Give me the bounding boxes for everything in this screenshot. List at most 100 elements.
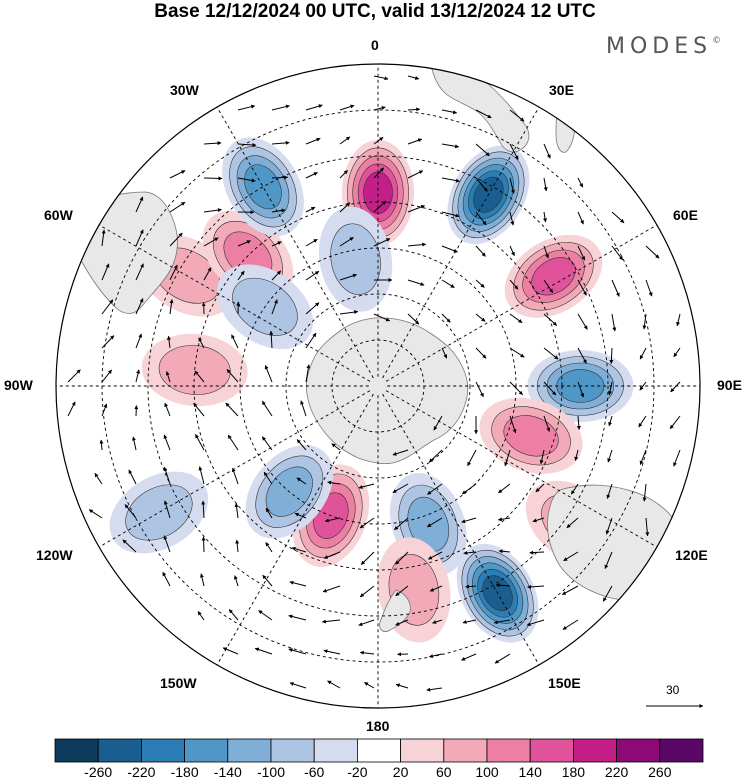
colorbar-segment [356,738,401,763]
wind-vector [198,466,205,485]
wind-vector [576,415,581,430]
wind-vector [324,517,341,523]
colorbar-segment [313,738,358,763]
wind-vector [529,550,545,555]
reference-vector-label: 30 [666,683,680,697]
wind-vector [509,109,525,122]
wind-vector [271,140,290,145]
wind-vector [288,614,307,621]
colorbar [54,738,704,763]
colorbar-segment [270,738,315,763]
wind-vector [135,196,144,213]
wind-vector [194,370,205,383]
colorbar-tick-label: 140 [518,764,542,780]
wind-vector [198,337,205,349]
wind-vector [475,109,492,119]
lon-label-150e: 150E [548,675,581,691]
wind-vector [358,619,375,627]
wind-vector [608,381,613,396]
wind-vector [339,310,359,315]
wind-vector [305,332,317,349]
wind-vector [577,177,584,188]
colorbar-tick-label: -180 [170,764,199,780]
wind-vector [193,402,205,417]
wind-vector [271,270,282,281]
wind-vector [543,347,559,360]
wind-vector [135,298,144,315]
wind-vector [639,347,647,360]
wind-vector [364,681,375,689]
colorbar-tick-label: 60 [436,764,452,780]
wind-vector [407,107,421,112]
wind-vector [611,279,620,297]
wind-vector [164,402,171,417]
anomaly-contour [531,257,576,296]
wind-vector [271,175,289,180]
lon-label-90w: 90W [4,377,33,393]
wind-vector [461,517,477,524]
colorbar-tick-label: -260 [84,764,113,780]
wind-vector [359,650,375,655]
wind-vector [441,313,451,323]
wind-vector [128,469,137,485]
meridian-line [382,393,540,666]
wind-vector [163,466,171,485]
wind-vector [475,381,484,398]
wind-vector [237,104,256,111]
wind-vector [392,449,409,456]
wind-vector [645,517,650,537]
wind-vector [254,647,273,655]
colorbar-segment [573,738,618,763]
wind-vector [392,483,409,494]
wind-vector [169,170,186,179]
wind-vector [609,347,614,364]
wind-vector [509,279,519,290]
wind-vector [321,619,341,624]
wind-vector [509,177,515,194]
wind-vector [163,500,171,519]
colorbar-tick-label: -60 [304,764,325,780]
lon-label-30w: 30W [170,82,199,98]
wind-vector [291,546,307,553]
colorbar-tick-label: 220 [604,764,629,780]
wind-vector [235,539,240,553]
wind-vector [475,347,487,359]
brand-logo: MODES© [606,34,721,59]
wind-vector [358,483,375,489]
wind-vector [493,619,511,625]
wind-vector [676,313,681,327]
wind-vector [526,619,545,627]
wind-vector [543,279,554,293]
colorbar-segment [529,738,574,763]
lon-label-90e: 90E [717,377,742,393]
wind-vector [497,517,511,522]
anomaly-contour [503,415,559,457]
colorbar-tick-label: 180 [561,764,586,780]
wind-vector [432,619,443,624]
wind-vector [407,170,424,179]
wind-vector [271,208,286,213]
wind-vector [101,403,108,417]
wind-vector [433,415,443,431]
wind-vector [199,573,205,587]
wind-vector [101,299,114,315]
wind-vector [305,206,316,213]
graticule [56,64,700,708]
wind-vector [169,264,178,281]
wind-vector [645,279,653,297]
lon-label-150w: 150W [160,675,197,691]
wind-vector [611,245,624,261]
wind-vector [639,381,647,391]
wind-vector [669,415,681,430]
meridian-line [385,224,658,382]
wind-vector [606,483,613,499]
wind-vector [441,279,455,289]
wind-vector [203,237,219,247]
wind-vector [305,137,321,145]
wind-vector [201,536,206,553]
wind-vector [289,682,307,689]
latitude-circle [147,155,609,617]
colorbar-tick-label: -220 [127,764,156,780]
wind-vector [577,211,584,225]
wind-vector [475,177,488,192]
